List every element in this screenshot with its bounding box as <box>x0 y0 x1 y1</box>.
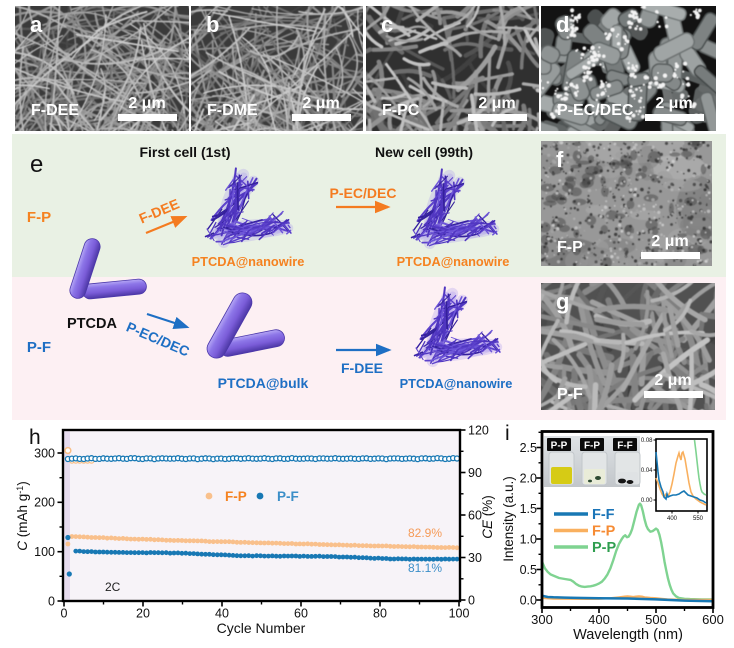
svg-text:2 μm: 2 μm <box>128 95 165 112</box>
svg-text:1.0: 1.0 <box>520 532 537 546</box>
svg-text:a: a <box>30 12 43 37</box>
svg-text:P-F: P-F <box>557 386 583 403</box>
svg-text:0.00: 0.00 <box>641 498 653 504</box>
svg-text:h: h <box>29 426 41 449</box>
svg-text:0.04: 0.04 <box>641 468 653 474</box>
svg-text:P-EC/DEC: P-EC/DEC <box>330 185 397 201</box>
svg-text:First cell (1st): First cell (1st) <box>139 144 230 160</box>
svg-text:F-F: F-F <box>617 441 633 452</box>
svg-text:120: 120 <box>468 423 489 437</box>
svg-text:F-F: F-F <box>592 507 615 523</box>
svg-text:CE (%): CE (%) <box>480 495 495 539</box>
svg-text:i: i <box>505 422 510 445</box>
svg-text:0.0: 0.0 <box>520 593 537 607</box>
svg-text:New cell (99th): New cell (99th) <box>375 144 473 160</box>
svg-text:b: b <box>206 12 219 37</box>
svg-text:e: e <box>30 151 43 178</box>
svg-text:0: 0 <box>61 607 68 621</box>
svg-text:0: 0 <box>468 593 475 607</box>
svg-text:P-EC/DEC: P-EC/DEC <box>557 102 634 119</box>
svg-text:F-DME: F-DME <box>207 102 258 119</box>
svg-text:600: 600 <box>702 612 724 627</box>
svg-text:F-P: F-P <box>27 209 51 226</box>
svg-text:500: 500 <box>645 612 667 627</box>
svg-text:1.5: 1.5 <box>520 502 537 516</box>
svg-text:PTCDA@bulk: PTCDA@bulk <box>218 375 309 391</box>
svg-text:2.0: 2.0 <box>520 471 537 485</box>
svg-text:80: 80 <box>373 607 387 621</box>
svg-text:60: 60 <box>294 607 308 621</box>
svg-text:2 μm: 2 μm <box>302 95 339 112</box>
svg-text:550: 550 <box>693 516 704 522</box>
svg-text:0.08: 0.08 <box>641 438 653 444</box>
svg-text:f: f <box>556 147 564 172</box>
svg-text:F-PC: F-PC <box>382 102 420 119</box>
svg-text:F-DEE: F-DEE <box>31 102 79 119</box>
svg-text:400: 400 <box>588 612 610 627</box>
svg-text:P-F: P-F <box>277 489 299 504</box>
svg-text:81.1%: 81.1% <box>408 561 442 575</box>
svg-text:P-P: P-P <box>592 540 617 556</box>
svg-text:2 μm: 2 μm <box>651 233 688 250</box>
svg-text:100: 100 <box>449 607 470 621</box>
svg-text:PTCDA@nanowire: PTCDA@nanowire <box>192 254 305 269</box>
svg-text:2 μm: 2 μm <box>655 95 692 112</box>
svg-text:PTCDA@nanowire: PTCDA@nanowire <box>400 376 513 391</box>
svg-text:200: 200 <box>34 496 55 510</box>
svg-text:PTCDA@nanowire: PTCDA@nanowire <box>397 254 510 269</box>
svg-text:0: 0 <box>48 594 55 608</box>
svg-text:40: 40 <box>215 607 229 621</box>
svg-text:90: 90 <box>468 466 482 480</box>
svg-text:Intensity (a.u.): Intensity (a.u.) <box>501 476 516 562</box>
svg-text:Wavelength (nm): Wavelength (nm) <box>573 627 683 643</box>
svg-text:2 μm: 2 μm <box>478 95 515 112</box>
svg-text:F-P: F-P <box>592 524 616 540</box>
svg-text:2 μm: 2 μm <box>654 372 691 389</box>
svg-text:F-DEE: F-DEE <box>341 360 383 376</box>
svg-text:400: 400 <box>667 516 678 522</box>
svg-text:g: g <box>556 289 569 314</box>
svg-text:PTCDA: PTCDA <box>67 316 117 332</box>
svg-text:300: 300 <box>531 612 553 627</box>
svg-text:F-P: F-P <box>225 489 247 504</box>
svg-text:d: d <box>556 12 569 37</box>
svg-text:F-P: F-P <box>584 441 600 452</box>
svg-text:0.5: 0.5 <box>520 563 537 577</box>
svg-text:P-F: P-F <box>27 339 51 356</box>
svg-text:2C: 2C <box>105 580 121 594</box>
svg-text:30: 30 <box>468 551 482 565</box>
svg-text:2.5: 2.5 <box>520 441 537 455</box>
svg-text:100: 100 <box>34 545 55 559</box>
svg-text:F-P: F-P <box>557 239 583 256</box>
svg-text:c: c <box>381 12 393 37</box>
svg-text:20: 20 <box>136 607 150 621</box>
svg-text:82.9%: 82.9% <box>408 526 442 540</box>
svg-text:P-P: P-P <box>551 441 568 452</box>
svg-text:Cycle Number: Cycle Number <box>217 620 306 636</box>
